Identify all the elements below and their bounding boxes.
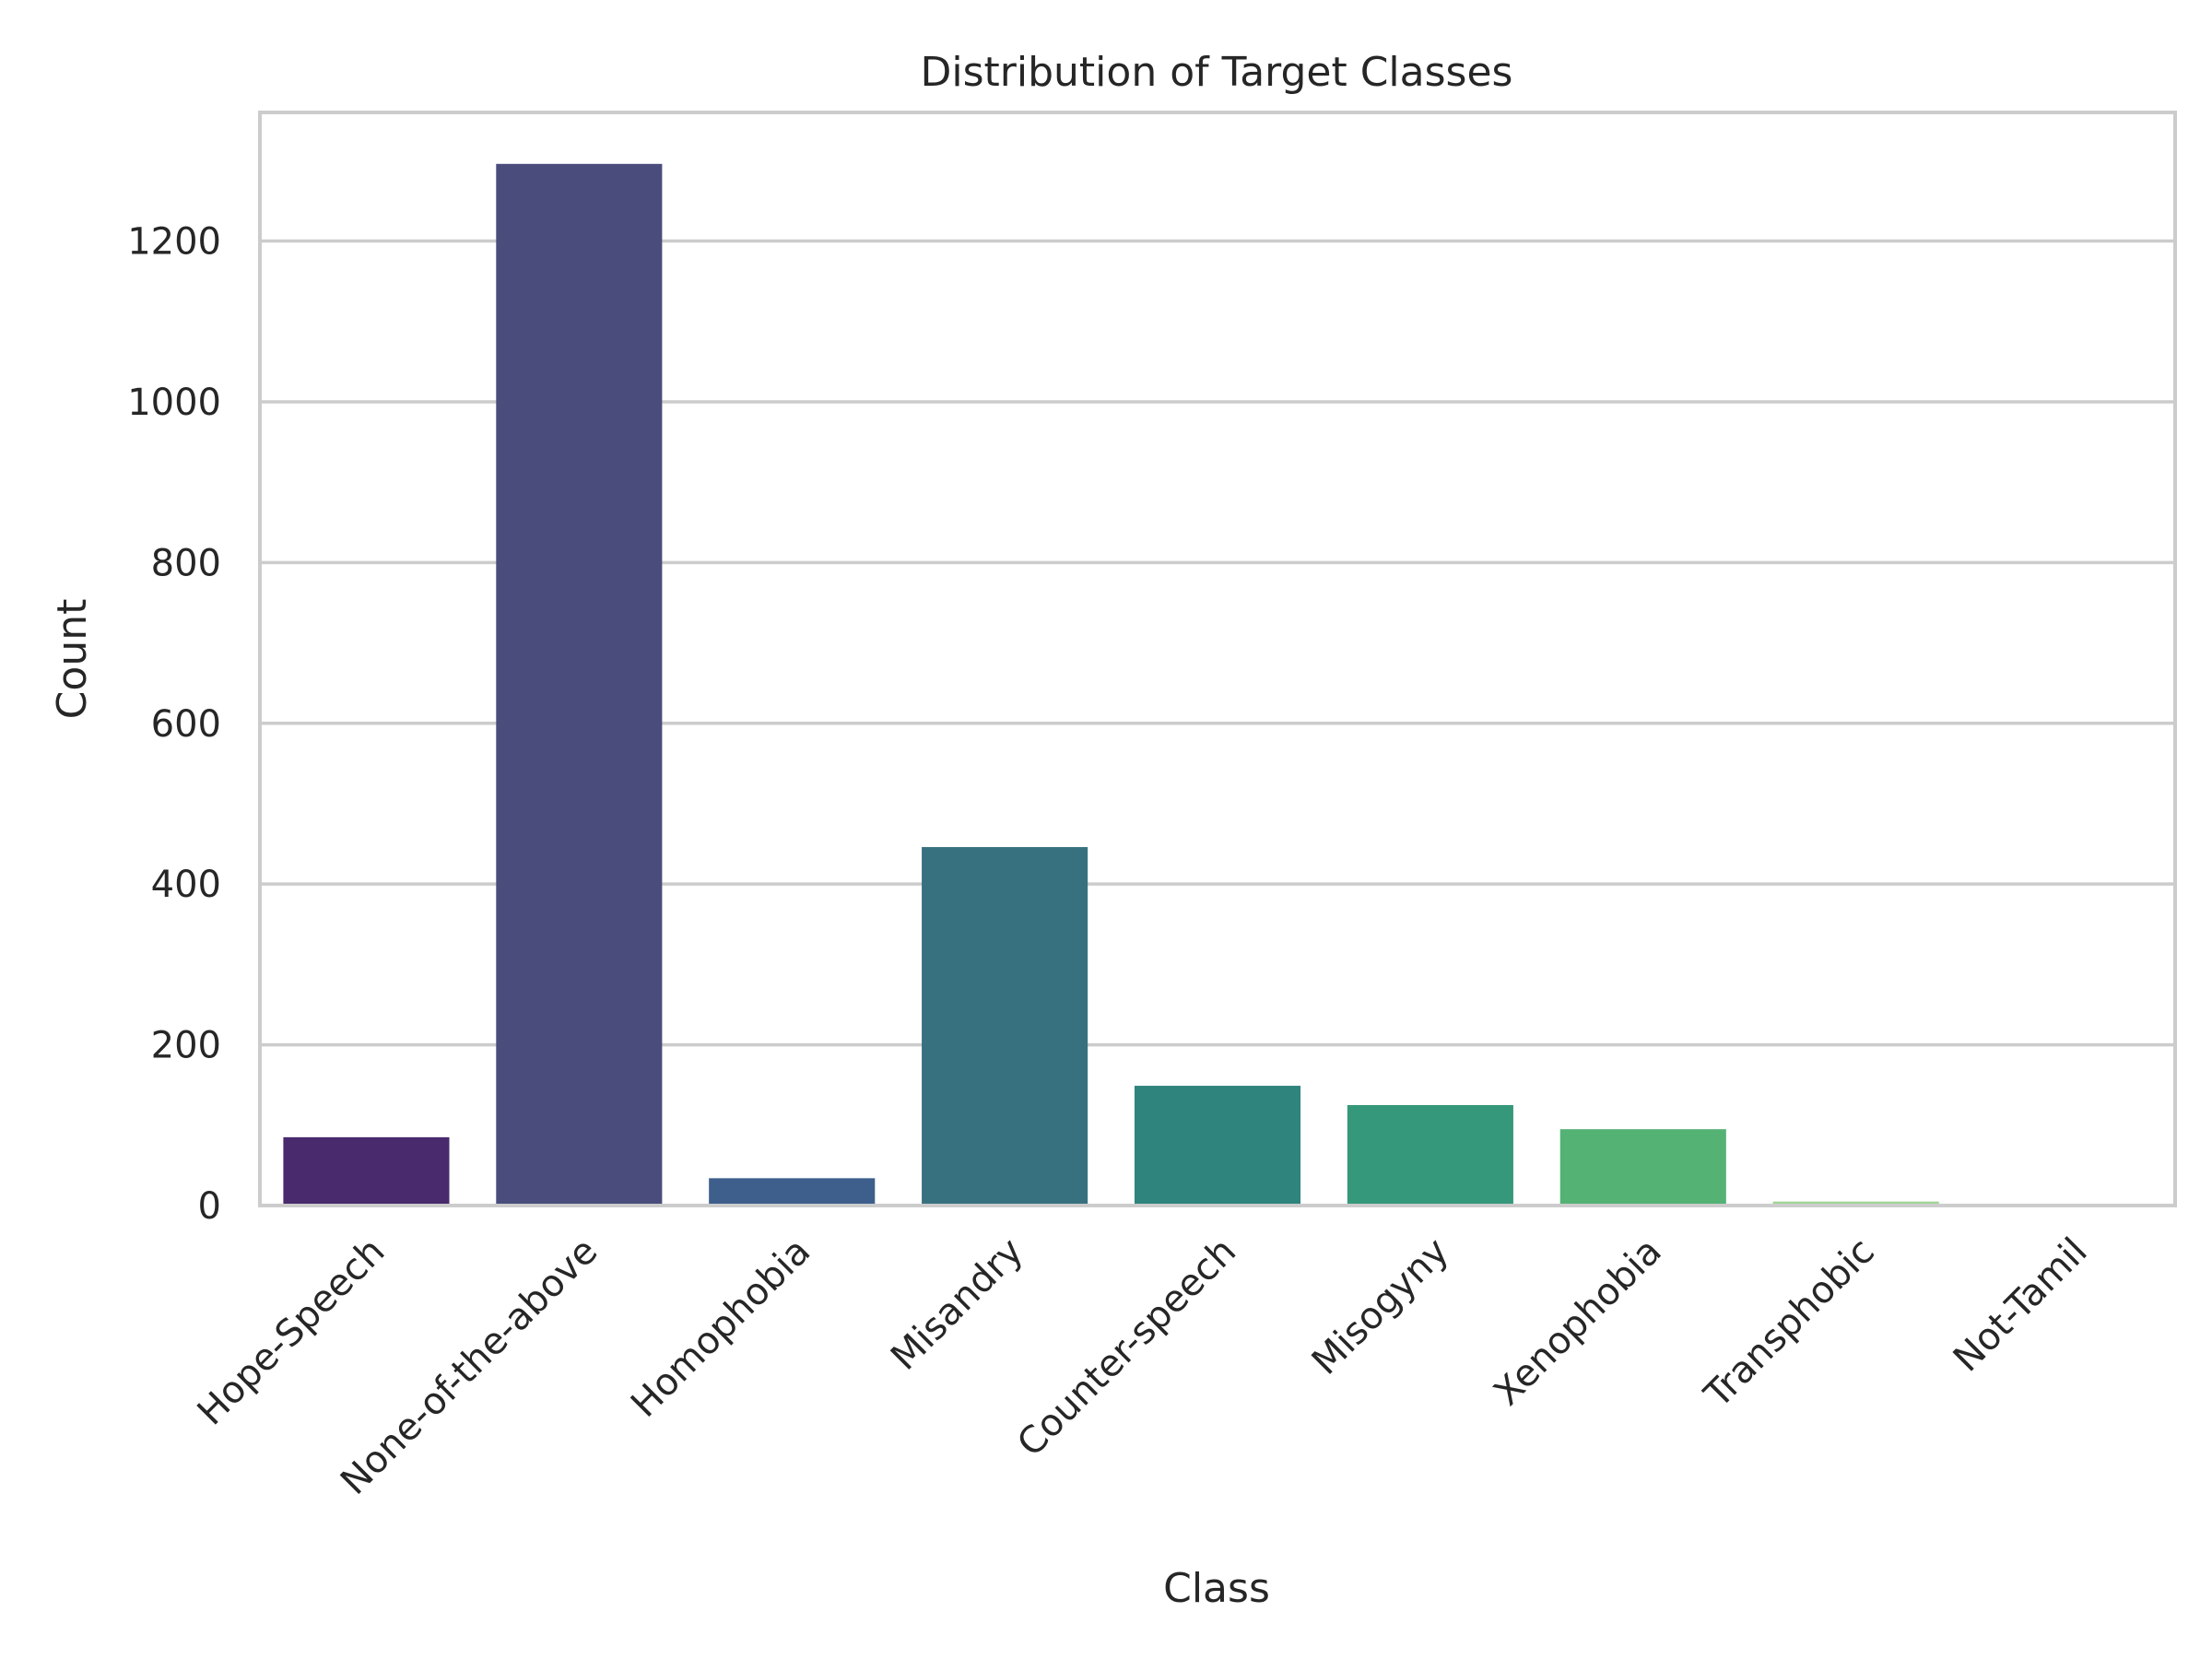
- bar-counter-speech: [1134, 1086, 1301, 1206]
- x-tick-label: Hope-Speech: [190, 1230, 394, 1434]
- y-tick-label: 600: [151, 703, 221, 746]
- y-tick-label: 1000: [127, 382, 221, 424]
- chart-title: Distribution of Target Classes: [921, 49, 1513, 96]
- y-tick-label: 1200: [127, 221, 221, 264]
- x-tick-label: Xenophobia: [1486, 1230, 1670, 1415]
- y-tick-label: 0: [198, 1185, 221, 1228]
- y-axis-label: Count: [49, 599, 96, 720]
- y-axis-ticks: 0 200 400 600 800 1000 1200: [127, 221, 221, 1228]
- bar-xenophobia: [1559, 1129, 1726, 1206]
- x-tick-label: Not-Tamil: [1946, 1230, 2096, 1381]
- x-tick-label: Counter-speech: [1009, 1230, 1244, 1465]
- x-axis-label: Class: [1163, 1565, 1270, 1612]
- x-tick-label: Homophobia: [623, 1230, 818, 1426]
- x-tick-label: Misogyny: [1304, 1230, 1457, 1383]
- bar-none-of-the-above: [496, 163, 663, 1206]
- y-tick-label: 800: [151, 542, 221, 584]
- x-tick-label: Transphobic: [1696, 1230, 1883, 1418]
- bar-misogyny: [1347, 1104, 1513, 1206]
- x-tick-label: Misandry: [883, 1230, 1031, 1379]
- y-tick-label: 400: [151, 864, 221, 906]
- plot-frame: [258, 111, 2177, 1207]
- y-tick-label: 200: [151, 1025, 221, 1067]
- bars: [283, 163, 2152, 1206]
- bar-transphobic: [1772, 1201, 1939, 1206]
- bar-misandry: [922, 847, 1088, 1206]
- bar-hope-speech: [283, 1136, 450, 1206]
- bar-homophobia: [709, 1178, 876, 1206]
